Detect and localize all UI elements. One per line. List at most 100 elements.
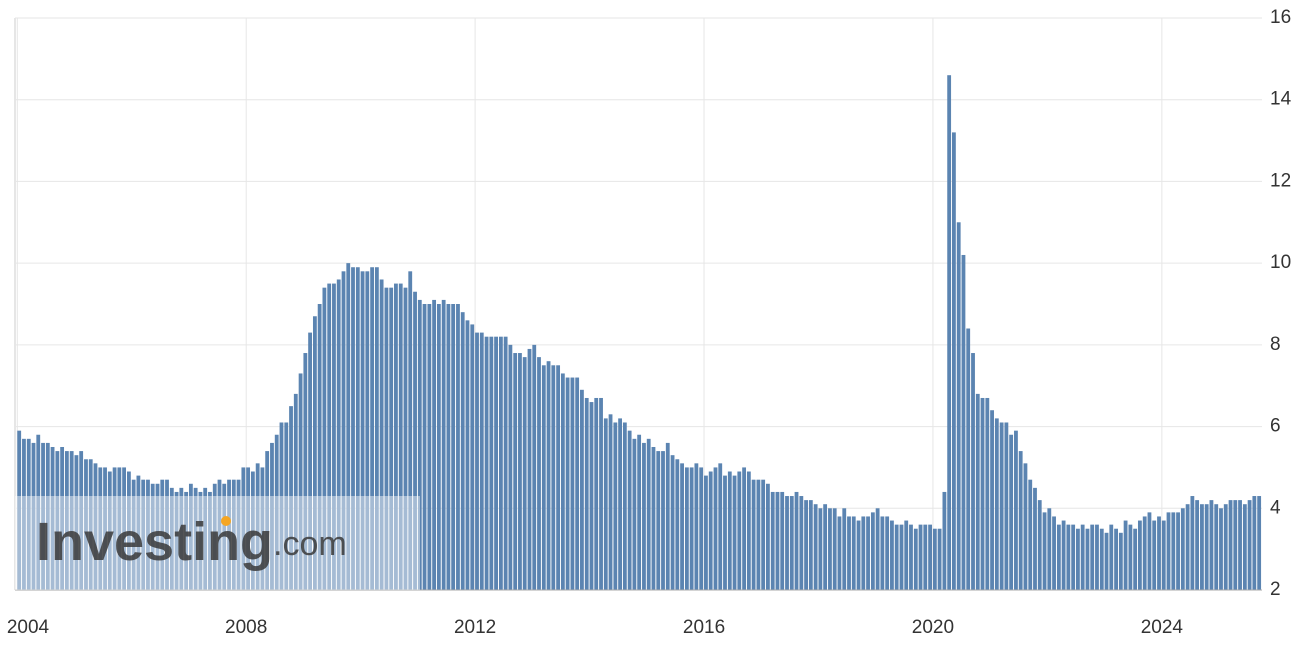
- bar: [923, 524, 928, 590]
- bar: [351, 267, 355, 590]
- bar: [136, 475, 141, 590]
- bar: [55, 451, 60, 590]
- bar: [322, 287, 327, 590]
- bar: [961, 254, 966, 590]
- bar: [208, 491, 212, 590]
- bar: [1018, 451, 1023, 590]
- bar: [990, 410, 994, 590]
- bar: [355, 267, 360, 590]
- bar: [527, 348, 532, 590]
- y-tick-label: 2: [1270, 579, 1281, 600]
- bar: [84, 459, 88, 590]
- bar: [103, 467, 107, 590]
- bar: [1257, 496, 1262, 590]
- bar: [146, 479, 150, 590]
- bar: [69, 451, 74, 590]
- x-tick-label: 2024: [1141, 617, 1184, 638]
- bar: [456, 304, 460, 590]
- bar: [1147, 512, 1152, 590]
- bar: [1042, 512, 1047, 590]
- bar: [179, 487, 184, 590]
- bar: [842, 508, 847, 590]
- bar: [1009, 434, 1014, 590]
- bar: [17, 430, 22, 590]
- bar: [932, 528, 937, 590]
- bar: [1180, 508, 1185, 590]
- bar: [694, 463, 699, 590]
- bar: [632, 438, 637, 590]
- bar: [384, 287, 389, 590]
- bar: [36, 434, 41, 590]
- bar: [580, 389, 584, 590]
- bar: [646, 438, 651, 590]
- bar: [603, 418, 608, 590]
- bar: [1133, 528, 1138, 590]
- bar: [427, 304, 432, 590]
- bar: [341, 271, 346, 590]
- y-tick-label: 10: [1270, 252, 1291, 273]
- bar: [904, 520, 909, 590]
- bar: [284, 422, 289, 590]
- bar: [289, 406, 293, 590]
- bar: [112, 467, 117, 590]
- bar: [589, 402, 594, 590]
- bar: [303, 353, 308, 590]
- bar: [1190, 496, 1195, 590]
- bar: [570, 377, 575, 590]
- bar: [804, 500, 808, 590]
- bar: [346, 263, 351, 590]
- bar: [799, 496, 804, 590]
- bar: [1152, 520, 1157, 590]
- bar: [174, 491, 179, 590]
- bar: [236, 479, 241, 590]
- bar: [41, 442, 45, 590]
- bar: [1247, 500, 1252, 590]
- bar: [856, 520, 861, 590]
- bar: [732, 475, 737, 590]
- bar: [870, 512, 875, 590]
- bar: [1014, 430, 1018, 590]
- bar: [670, 455, 675, 590]
- bar: [270, 442, 274, 590]
- bar: [1047, 508, 1052, 590]
- y-tick-label: 8: [1270, 334, 1281, 355]
- bar: [1128, 524, 1133, 590]
- bar: [1114, 528, 1118, 590]
- bar: [222, 483, 227, 590]
- bar: [937, 528, 942, 590]
- bar: [966, 328, 971, 590]
- bar: [832, 508, 837, 590]
- bar: [918, 524, 923, 590]
- bar: [413, 291, 417, 590]
- bar: [117, 467, 122, 590]
- y-tick-label: 4: [1270, 497, 1281, 518]
- y-tick-label: 14: [1270, 89, 1292, 110]
- bar: [336, 279, 341, 590]
- bar: [756, 479, 761, 590]
- bar: [31, 442, 36, 590]
- bar: [126, 471, 131, 590]
- bar: [241, 467, 246, 590]
- bar: [899, 524, 904, 590]
- bar: [1118, 532, 1123, 590]
- bar: [522, 357, 527, 590]
- bar: [155, 483, 160, 590]
- bar: [584, 397, 589, 590]
- bar: [875, 508, 880, 590]
- bar: [22, 438, 26, 590]
- bar: [298, 373, 303, 590]
- bar: [575, 377, 580, 590]
- bar: [837, 516, 842, 590]
- bar: [169, 487, 174, 590]
- bar: [1195, 500, 1200, 590]
- bar: [565, 377, 570, 590]
- bar: [279, 422, 284, 590]
- x-tick-label: 2020: [912, 617, 954, 638]
- bar: [718, 463, 723, 590]
- bar: [880, 516, 885, 590]
- bar: [250, 471, 255, 590]
- bar: [808, 500, 813, 590]
- bar: [794, 491, 799, 590]
- bar: [312, 316, 317, 590]
